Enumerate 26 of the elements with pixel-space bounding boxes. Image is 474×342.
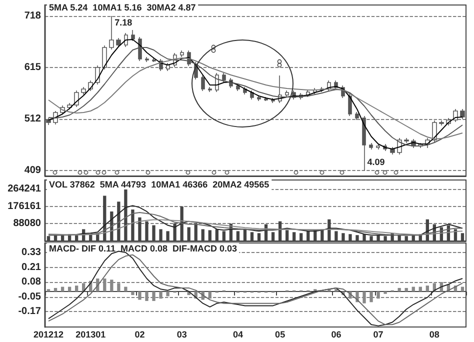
x-tick-label: 04 [232,330,243,340]
y-tick-label: 512 [24,114,42,124]
x-tick-label: 02 [134,330,145,340]
chart-title: VOL 37862 5MA 44793 10MA1 46366 20MA2 49565 [49,180,270,190]
chart-title: MACD- DIF 0.11 MACD 0.08 DIF-MACD 0.03 [49,244,238,254]
chart-title: 5MA 5.24 10MA1 5.16 30MA2 4.87 [49,2,196,12]
y-tick-label: 718 [24,10,42,22]
x-tick-label: 05 [275,330,286,340]
x-tick-label: 07 [373,330,384,340]
x-tick-label: 201301 [76,330,106,340]
x-tick-label: 201212 [33,330,64,340]
y-tick-label: 88080 [13,218,42,230]
y-tick-label: 264241 [8,184,42,195]
y-tick-label: 0.21 [22,262,42,273]
annotation: 4.09 [367,157,385,167]
y-tick-label: 409 [24,165,42,176]
y-tick-label: 0.33 [22,246,42,258]
annotation: 7.18 [114,18,132,28]
x-tick-label: 08 [429,330,440,340]
x-tick-label: 06 [331,330,342,340]
y-tick-label: -0.05 [18,291,42,302]
y-tick-label: -0.17 [18,306,42,318]
y-tick-label: 0.08 [22,276,42,288]
y-tick-label: 176161 [8,200,42,212]
x-tick-label: 03 [176,330,187,340]
y-tick-label: 615 [24,62,42,73]
